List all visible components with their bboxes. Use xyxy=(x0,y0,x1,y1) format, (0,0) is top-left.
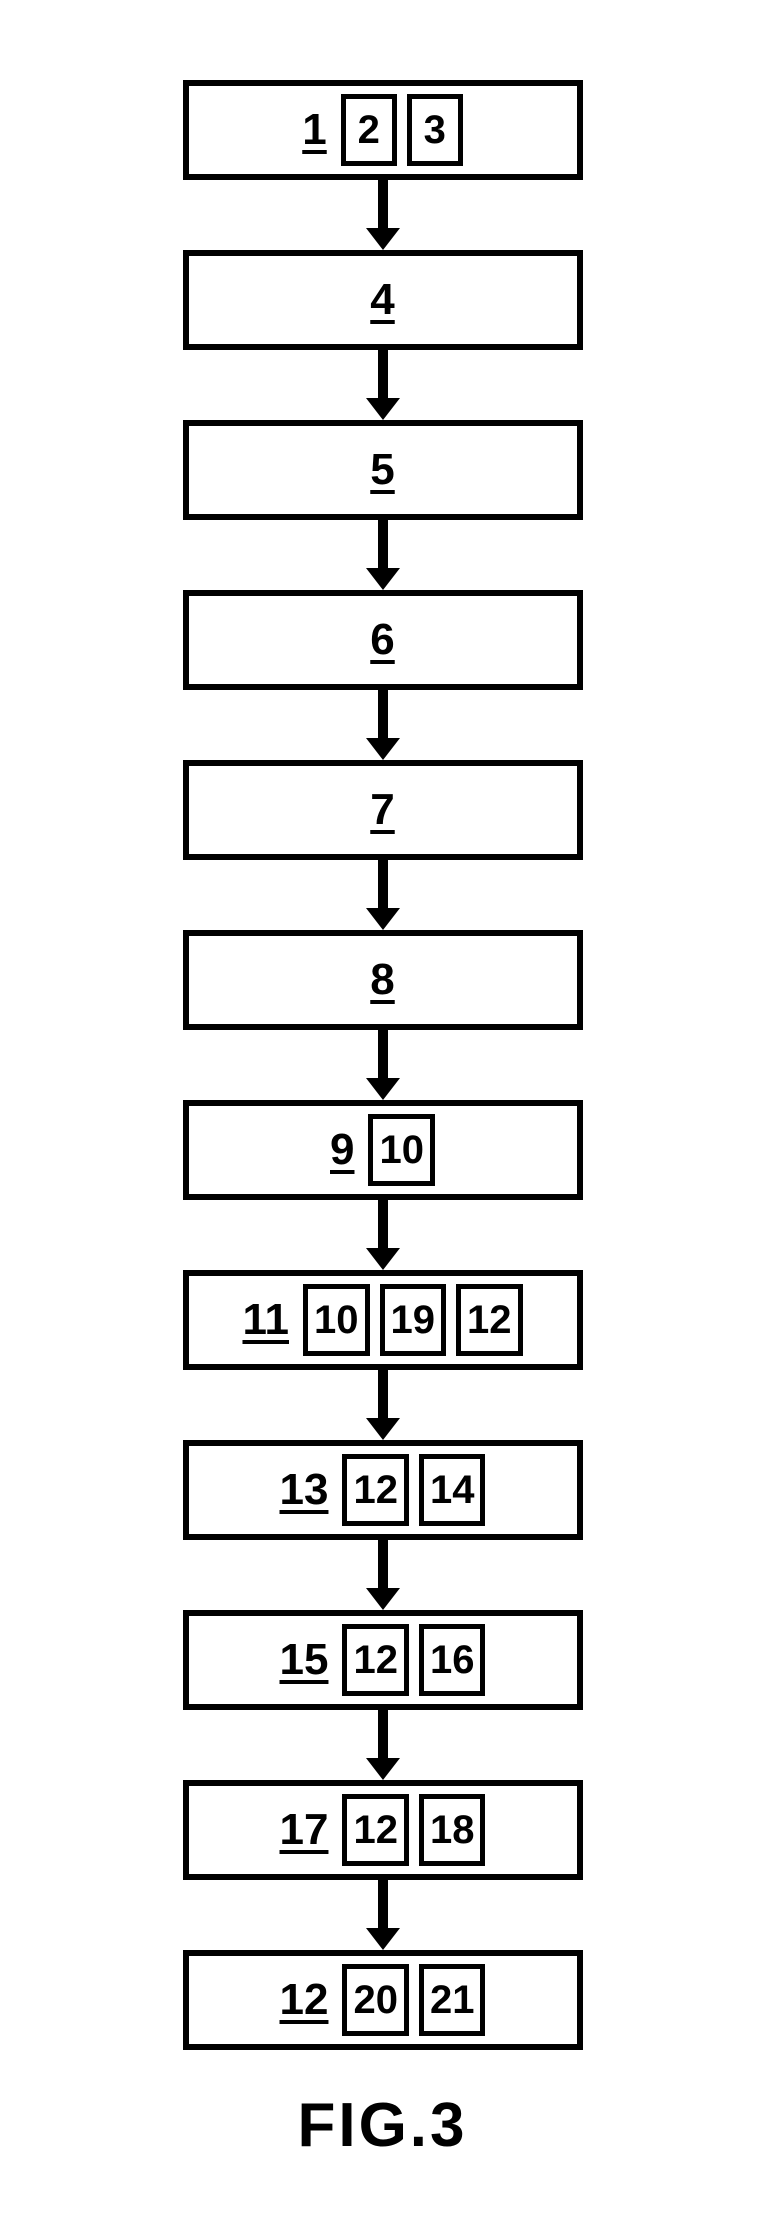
figure-caption: FIG.3 xyxy=(297,2090,467,2161)
step-label: 8 xyxy=(370,958,394,1002)
arrow-down-icon xyxy=(366,350,400,420)
step-box: 11 101912 xyxy=(183,1270,583,1370)
arrow-down-icon xyxy=(366,1540,400,1610)
arrow-down-icon xyxy=(366,1200,400,1270)
ref-box: 19 xyxy=(380,1284,447,1356)
step-box: 9 10 xyxy=(183,1100,583,1200)
step-box: 8 xyxy=(183,930,583,1030)
arrow-down-icon xyxy=(366,690,400,760)
step-box: 15 1216 xyxy=(183,1610,583,1710)
step-box: 123 xyxy=(183,80,583,180)
ref-box: 20 xyxy=(342,1964,409,2036)
ref-group: 1218 xyxy=(342,1794,485,1866)
arrow-down-icon xyxy=(366,180,400,250)
step-label: 1 xyxy=(302,108,326,152)
step-box: 17 1218 xyxy=(183,1780,583,1880)
step-label: 9 xyxy=(330,1128,354,1172)
step-label: 6 xyxy=(370,618,394,662)
ref-group: 1216 xyxy=(342,1624,485,1696)
step-box: 13 1214 xyxy=(183,1440,583,1540)
ref-box: 10 xyxy=(368,1114,435,1186)
ref-box: 10 xyxy=(303,1284,370,1356)
ref-group: 1214 xyxy=(342,1454,485,1526)
step-label: 7 xyxy=(370,788,394,832)
arrow-down-icon xyxy=(366,860,400,930)
step-box: 4 xyxy=(183,250,583,350)
ref-box: 12 xyxy=(456,1284,523,1356)
ref-box: 16 xyxy=(419,1624,486,1696)
ref-box: 14 xyxy=(419,1454,486,1526)
flowchart: 1234567891011101912131214151216171218122… xyxy=(183,80,583,2050)
ref-group: 2021 xyxy=(342,1964,485,2036)
step-box: 7 xyxy=(183,760,583,860)
arrow-down-icon xyxy=(366,1370,400,1440)
step-label: 5 xyxy=(370,448,394,492)
ref-box: 3 xyxy=(407,94,463,166)
ref-box: 12 xyxy=(342,1794,409,1866)
step-label: 13 xyxy=(280,1468,329,1512)
arrow-down-icon xyxy=(366,1880,400,1950)
arrow-down-icon xyxy=(366,1030,400,1100)
ref-box: 12 xyxy=(342,1624,409,1696)
step-label: 12 xyxy=(280,1978,329,2022)
step-box: 12 2021 xyxy=(183,1950,583,2050)
ref-group: 23 xyxy=(341,94,463,166)
step-label: 17 xyxy=(280,1808,329,1852)
arrow-down-icon xyxy=(366,520,400,590)
step-box: 6 xyxy=(183,590,583,690)
ref-group: 101912 xyxy=(303,1284,523,1356)
ref-group: 10 xyxy=(368,1114,435,1186)
arrow-down-icon xyxy=(366,1710,400,1780)
step-label: 15 xyxy=(280,1638,329,1682)
step-label: 11 xyxy=(242,1298,289,1342)
ref-box: 2 xyxy=(341,94,397,166)
ref-box: 12 xyxy=(342,1454,409,1526)
ref-box: 21 xyxy=(419,1964,486,2036)
step-box: 5 xyxy=(183,420,583,520)
step-label: 4 xyxy=(370,278,394,322)
ref-box: 18 xyxy=(419,1794,486,1866)
